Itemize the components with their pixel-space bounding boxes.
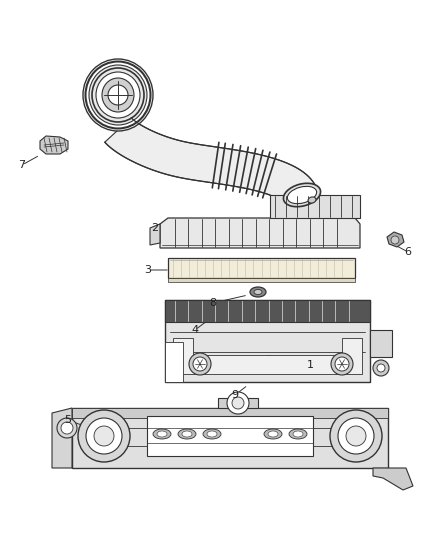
Ellipse shape bbox=[308, 197, 316, 203]
Polygon shape bbox=[147, 416, 313, 456]
Ellipse shape bbox=[86, 418, 122, 454]
Polygon shape bbox=[165, 342, 183, 382]
Polygon shape bbox=[165, 300, 370, 322]
Polygon shape bbox=[150, 224, 160, 245]
Ellipse shape bbox=[254, 289, 262, 295]
Ellipse shape bbox=[250, 287, 266, 297]
Text: 3: 3 bbox=[145, 265, 152, 275]
Polygon shape bbox=[173, 338, 362, 374]
Ellipse shape bbox=[373, 360, 389, 376]
Polygon shape bbox=[40, 136, 68, 154]
Ellipse shape bbox=[227, 392, 249, 414]
Polygon shape bbox=[168, 278, 355, 282]
Polygon shape bbox=[105, 118, 316, 203]
Polygon shape bbox=[270, 195, 360, 218]
Ellipse shape bbox=[153, 429, 171, 439]
Ellipse shape bbox=[83, 59, 153, 131]
Ellipse shape bbox=[78, 410, 130, 462]
Polygon shape bbox=[168, 258, 355, 278]
Ellipse shape bbox=[293, 431, 303, 437]
Polygon shape bbox=[370, 330, 392, 357]
Ellipse shape bbox=[283, 183, 321, 207]
Ellipse shape bbox=[232, 397, 244, 409]
Polygon shape bbox=[387, 232, 404, 247]
Text: 6: 6 bbox=[405, 247, 411, 257]
Polygon shape bbox=[165, 300, 370, 382]
Polygon shape bbox=[52, 408, 72, 468]
Ellipse shape bbox=[391, 236, 399, 244]
Ellipse shape bbox=[346, 426, 366, 446]
Ellipse shape bbox=[264, 429, 282, 439]
Polygon shape bbox=[160, 218, 360, 248]
Ellipse shape bbox=[57, 418, 77, 438]
Text: 1: 1 bbox=[307, 360, 314, 370]
Ellipse shape bbox=[330, 410, 382, 462]
Ellipse shape bbox=[189, 353, 211, 375]
Ellipse shape bbox=[268, 431, 278, 437]
Ellipse shape bbox=[203, 429, 221, 439]
Text: 8: 8 bbox=[209, 298, 216, 308]
Ellipse shape bbox=[289, 429, 307, 439]
Text: 2: 2 bbox=[152, 223, 159, 233]
Ellipse shape bbox=[207, 431, 217, 437]
Polygon shape bbox=[72, 408, 388, 468]
Ellipse shape bbox=[178, 429, 196, 439]
Ellipse shape bbox=[331, 353, 353, 375]
Polygon shape bbox=[373, 468, 413, 490]
Text: 4: 4 bbox=[191, 325, 198, 335]
Ellipse shape bbox=[193, 357, 207, 371]
Ellipse shape bbox=[96, 72, 140, 118]
Text: 7: 7 bbox=[18, 160, 25, 170]
Ellipse shape bbox=[157, 431, 167, 437]
Polygon shape bbox=[218, 398, 258, 408]
Ellipse shape bbox=[377, 364, 385, 372]
Text: 9: 9 bbox=[231, 390, 239, 400]
Ellipse shape bbox=[61, 422, 73, 434]
Ellipse shape bbox=[94, 426, 114, 446]
Ellipse shape bbox=[102, 78, 134, 112]
Polygon shape bbox=[72, 408, 388, 418]
Ellipse shape bbox=[335, 357, 349, 371]
Ellipse shape bbox=[287, 187, 317, 204]
Ellipse shape bbox=[338, 418, 374, 454]
Ellipse shape bbox=[108, 85, 128, 105]
Text: 5: 5 bbox=[64, 415, 71, 425]
Ellipse shape bbox=[89, 65, 147, 125]
Ellipse shape bbox=[182, 431, 192, 437]
